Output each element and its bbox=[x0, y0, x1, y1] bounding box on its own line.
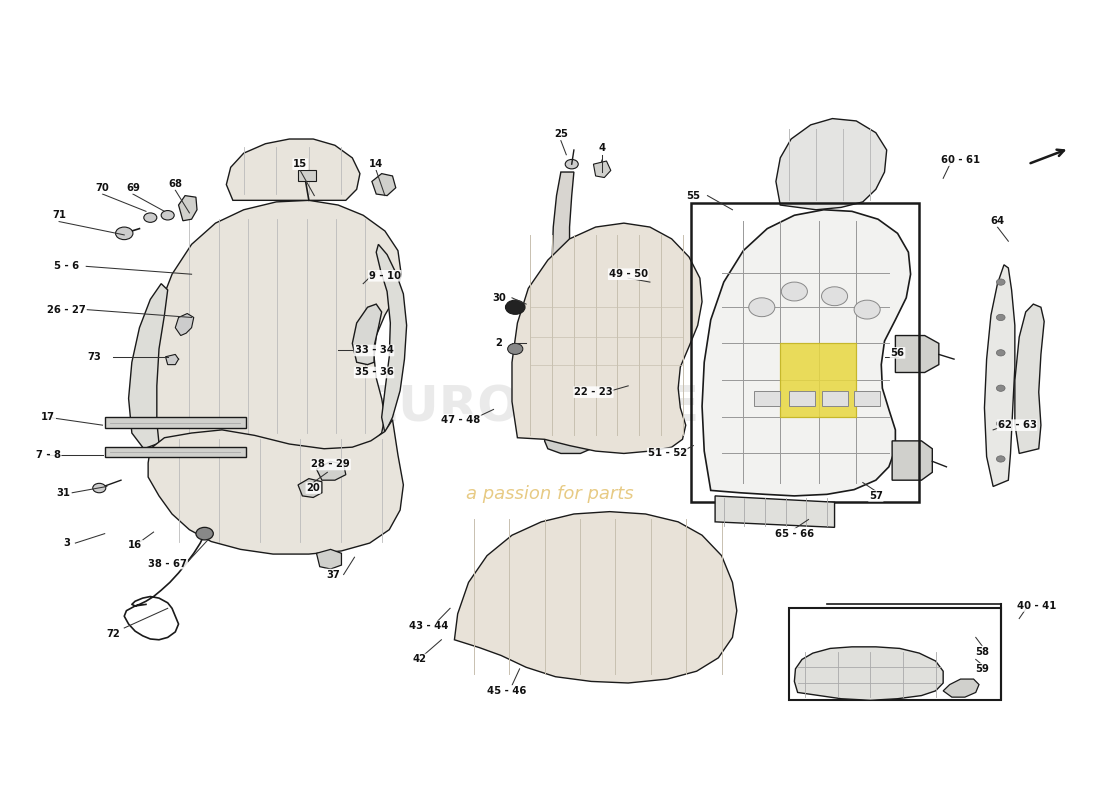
Polygon shape bbox=[624, 270, 653, 291]
Text: 4: 4 bbox=[598, 143, 606, 154]
Text: 57: 57 bbox=[869, 491, 883, 501]
Text: 68: 68 bbox=[168, 179, 183, 189]
Polygon shape bbox=[1015, 304, 1044, 454]
Polygon shape bbox=[175, 314, 194, 335]
Text: 20: 20 bbox=[307, 483, 320, 493]
Polygon shape bbox=[780, 343, 856, 418]
Text: 40 - 41: 40 - 41 bbox=[1016, 601, 1056, 611]
Polygon shape bbox=[129, 284, 167, 449]
Text: 73: 73 bbox=[87, 352, 101, 362]
Text: 26 - 27: 26 - 27 bbox=[47, 305, 86, 314]
Text: 51 - 52: 51 - 52 bbox=[648, 449, 686, 458]
Circle shape bbox=[997, 350, 1005, 356]
Polygon shape bbox=[104, 447, 246, 457]
Text: 15: 15 bbox=[293, 159, 307, 169]
Text: 64: 64 bbox=[990, 216, 1004, 226]
Circle shape bbox=[822, 287, 848, 306]
Polygon shape bbox=[776, 118, 887, 210]
Circle shape bbox=[997, 456, 1005, 462]
Text: 56: 56 bbox=[891, 348, 904, 358]
Polygon shape bbox=[895, 335, 938, 373]
Polygon shape bbox=[984, 265, 1015, 486]
Circle shape bbox=[196, 527, 213, 540]
Polygon shape bbox=[593, 161, 611, 178]
Circle shape bbox=[565, 159, 579, 169]
Polygon shape bbox=[298, 478, 322, 498]
Polygon shape bbox=[298, 170, 317, 182]
Text: 7 - 8: 7 - 8 bbox=[35, 450, 60, 460]
Text: 2: 2 bbox=[495, 338, 503, 349]
Text: 38 - 67: 38 - 67 bbox=[148, 558, 187, 569]
Text: 25: 25 bbox=[554, 130, 568, 139]
Polygon shape bbox=[317, 462, 345, 480]
Circle shape bbox=[92, 483, 106, 493]
Circle shape bbox=[506, 300, 525, 314]
Text: 60 - 61: 60 - 61 bbox=[940, 155, 980, 166]
Circle shape bbox=[144, 213, 157, 222]
Text: 3: 3 bbox=[63, 538, 70, 548]
Circle shape bbox=[507, 343, 522, 354]
Circle shape bbox=[997, 314, 1005, 321]
Text: 9 - 10: 9 - 10 bbox=[368, 270, 400, 281]
Polygon shape bbox=[146, 200, 402, 455]
Text: 62 - 63: 62 - 63 bbox=[998, 420, 1036, 430]
Polygon shape bbox=[715, 496, 835, 527]
Polygon shape bbox=[794, 647, 943, 700]
Polygon shape bbox=[552, 172, 579, 430]
Text: 58: 58 bbox=[976, 646, 989, 657]
Polygon shape bbox=[943, 679, 979, 697]
Polygon shape bbox=[892, 441, 933, 480]
Text: 33 - 34: 33 - 34 bbox=[354, 346, 394, 355]
Text: 14: 14 bbox=[370, 159, 383, 169]
Text: 22 - 23: 22 - 23 bbox=[574, 387, 613, 397]
Text: 72: 72 bbox=[107, 630, 120, 639]
Text: 55: 55 bbox=[686, 190, 701, 201]
Polygon shape bbox=[227, 139, 360, 200]
Circle shape bbox=[162, 210, 174, 220]
Polygon shape bbox=[702, 210, 911, 496]
Text: 31: 31 bbox=[56, 488, 70, 498]
Circle shape bbox=[997, 385, 1005, 391]
Polygon shape bbox=[148, 420, 404, 554]
Text: EUROSPARES: EUROSPARES bbox=[364, 384, 736, 432]
Bar bbox=[755, 390, 780, 406]
Polygon shape bbox=[454, 512, 737, 683]
Polygon shape bbox=[372, 174, 396, 196]
Circle shape bbox=[997, 279, 1005, 286]
Polygon shape bbox=[178, 196, 197, 221]
Circle shape bbox=[116, 227, 133, 240]
Text: 49 - 50: 49 - 50 bbox=[608, 270, 648, 279]
Text: 71: 71 bbox=[52, 210, 66, 220]
Text: 59: 59 bbox=[976, 664, 989, 674]
Text: 37: 37 bbox=[326, 570, 340, 579]
Text: 5 - 6: 5 - 6 bbox=[54, 262, 79, 271]
Polygon shape bbox=[376, 244, 407, 433]
Text: 45 - 46: 45 - 46 bbox=[487, 686, 526, 696]
Bar bbox=[789, 390, 815, 406]
Text: 28 - 29: 28 - 29 bbox=[311, 459, 350, 470]
Polygon shape bbox=[512, 223, 702, 454]
Text: a passion for parts: a passion for parts bbox=[466, 486, 634, 503]
Text: 65 - 66: 65 - 66 bbox=[774, 529, 814, 538]
Text: 35 - 36: 35 - 36 bbox=[354, 367, 394, 378]
Polygon shape bbox=[165, 354, 178, 365]
Text: 69: 69 bbox=[126, 182, 140, 193]
Text: 30: 30 bbox=[492, 293, 506, 303]
Text: 17: 17 bbox=[41, 412, 55, 422]
Text: 70: 70 bbox=[96, 182, 109, 193]
Text: 42: 42 bbox=[412, 654, 427, 665]
Text: 47 - 48: 47 - 48 bbox=[441, 414, 481, 425]
Circle shape bbox=[997, 421, 1005, 426]
Polygon shape bbox=[104, 418, 246, 427]
Bar bbox=[822, 390, 848, 406]
Polygon shape bbox=[544, 430, 593, 454]
Text: 43 - 44: 43 - 44 bbox=[409, 622, 448, 631]
Circle shape bbox=[854, 300, 880, 319]
Text: 16: 16 bbox=[128, 541, 142, 550]
Circle shape bbox=[749, 298, 774, 317]
Polygon shape bbox=[317, 550, 341, 569]
Bar bbox=[854, 390, 880, 406]
Polygon shape bbox=[352, 304, 382, 365]
Circle shape bbox=[781, 282, 807, 301]
